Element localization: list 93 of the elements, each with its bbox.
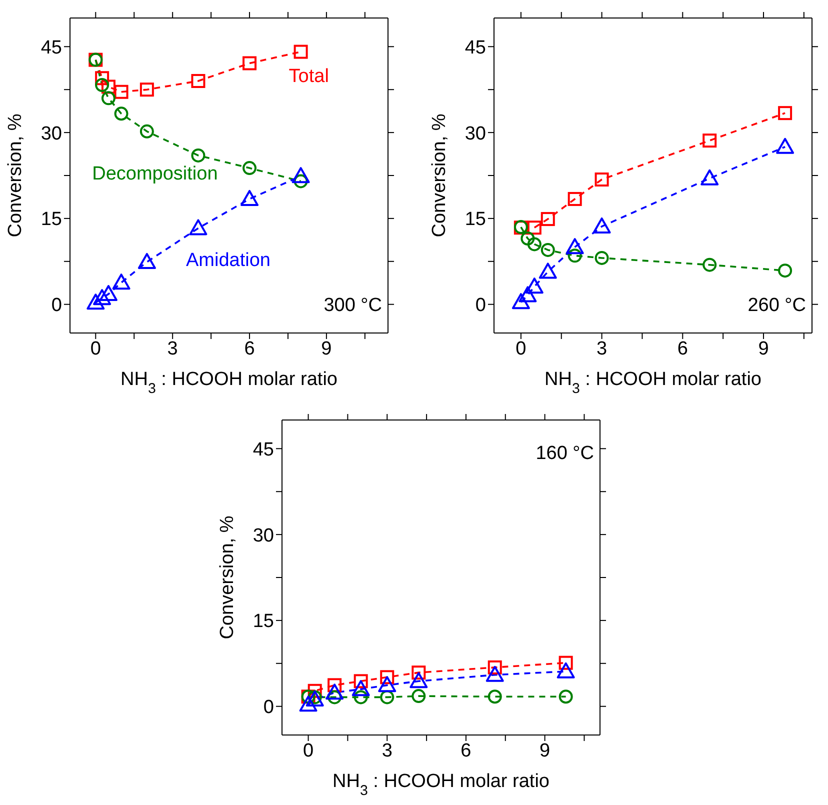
y-tick-label: 45 [252,439,274,460]
x-tick-label: 9 [540,740,550,762]
y-axis-title: Conversion, % [5,114,26,238]
x-tick-label: 6 [244,338,255,360]
point [240,190,259,206]
y-tick-label: 15 [464,209,486,230]
point [95,71,110,86]
y-tick-label: 45 [464,37,486,58]
x-tick-label: 0 [302,740,314,762]
point [594,172,609,187]
y-tick-label: 30 [252,525,274,546]
x-axis-title: NH$_{3}$ : HCOOH molar ratio [332,771,550,799]
point [412,666,426,680]
point [114,106,128,121]
point [778,264,792,278]
point [594,250,609,265]
y-axis-title: Conversion, % [429,114,450,238]
x-tick-label: 9 [758,338,769,360]
point [520,232,535,246]
point [114,84,128,99]
point [558,690,573,704]
point [410,672,428,688]
point [380,690,394,704]
point [512,293,530,310]
y-tick-label: 45 [40,37,62,58]
x-axis-title: NH$_{3}$ : HCOOH molar ratio [544,369,762,397]
y-tick-label: 0 [51,295,62,316]
point [93,289,112,306]
x-tick-label: 0 [90,338,101,360]
point [778,106,792,120]
point [140,82,154,97]
x-tick-label: 3 [167,338,178,360]
point [292,167,310,184]
point [294,44,308,59]
point [352,680,370,696]
x-tick-label: 6 [677,338,688,360]
y-tick-label: 15 [252,611,274,632]
point [101,91,116,106]
point [86,294,105,310]
annotation: 300 °C [324,295,382,317]
y-tick-label: 0 [475,295,486,316]
x-tick-label: 0 [516,338,526,360]
series-label: Decomposition [92,163,218,184]
point [299,696,318,712]
point [540,242,555,257]
point [568,248,582,263]
x-tick-label: 9 [321,338,332,360]
series-label: Total [288,66,329,87]
point [326,684,344,700]
point [518,286,537,302]
x-tick-label: 3 [596,338,608,360]
y-tick-label: 0 [263,697,274,718]
point [700,169,719,186]
series-label: Amidation [186,250,270,272]
point [538,262,557,279]
y-tick-label: 15 [40,209,62,230]
point [540,212,555,226]
point [101,80,116,94]
point [140,124,154,138]
annotation: 160 °C [536,443,594,465]
point [525,278,544,294]
point [412,689,426,704]
point [112,274,130,290]
point [378,676,396,692]
point [556,662,575,678]
point [191,148,206,162]
annotation: 260 °C [748,295,806,317]
point [776,138,794,154]
point [191,74,206,88]
y-axis-title: Conversion, % [217,516,238,640]
point [566,238,584,254]
y-tick-label: 30 [464,123,486,144]
point [702,258,717,272]
point [486,666,504,682]
point [702,134,717,148]
point [354,690,368,704]
point [527,220,542,235]
point [488,690,502,704]
point [592,217,611,234]
point [99,285,118,302]
y-tick-label: 30 [40,123,62,144]
point [527,237,542,252]
point [95,78,110,92]
x-tick-label: 6 [460,740,472,762]
point [242,161,257,176]
point [568,192,582,206]
x-tick-label: 3 [382,740,392,762]
point [558,656,573,670]
x-axis-title: NH$_{3}$ : HCOOH molar ratio [120,369,338,397]
point [189,219,208,236]
point [138,252,156,269]
point [242,56,257,70]
point [308,684,322,698]
